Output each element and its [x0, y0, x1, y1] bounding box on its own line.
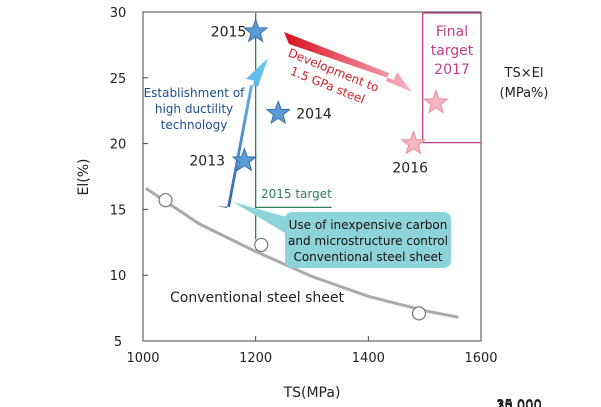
secondary-axis-label: 25,000 [496, 399, 542, 407]
conventional-steel-points [158, 193, 427, 321]
star-label: 2016 [392, 161, 428, 177]
development-arrow [284, 32, 412, 92]
ductility-text-line2: high ductility [155, 102, 233, 116]
x-tick-label: 1400 [352, 351, 385, 366]
secondary-axis-unit: (MPa%) [500, 86, 549, 101]
conventional-point [411, 306, 427, 321]
secondary-axis-label: 35,000 [496, 398, 542, 407]
star-marker [423, 89, 449, 114]
secondary-axis-title: TS×El [504, 66, 544, 81]
target-lines [255, 12, 481, 240]
star-label: 2015 [211, 25, 247, 41]
star-label: 2013 [189, 154, 225, 170]
x-tick-label: 1000 [126, 351, 159, 366]
final-target-line1: Final [436, 24, 468, 40]
star-marker [231, 147, 258, 172]
star-marker [242, 18, 269, 43]
callout-box [285, 212, 451, 268]
ductility-arrow [216, 58, 268, 208]
final-target-line2: target [431, 43, 474, 59]
iso-curve-25000 [87, 403, 538, 405]
star-label: 2014 [296, 106, 332, 122]
secondary-axis-label: 15,000 [496, 400, 542, 407]
iso-curve-35000 [87, 402, 538, 404]
secondary-axis-label: 20,000 [496, 399, 542, 407]
y-tick-label: 10 [110, 269, 127, 284]
target-2015-label: 2015 target [261, 187, 332, 201]
y-axis-ticks: 5 10 15 20 25 30 [110, 6, 148, 350]
x-axis-label: TS(MPa) [283, 385, 341, 401]
x-tick-label: 1600 [464, 351, 497, 366]
y-tick-label: 25 [110, 72, 127, 87]
x-axis-ticks: 1000 1200 1400 1600 [126, 336, 498, 366]
iso-curve-15000 [87, 405, 538, 406]
iso-curves [87, 402, 538, 406]
x-tick-label: 1200 [239, 351, 272, 366]
callout-text-line1: Use of inexpensive carbon [289, 218, 448, 232]
conventional-point [158, 193, 173, 208]
callout-text-line3: Conventional steel sheet [293, 250, 442, 264]
final-target-line3: 2017 [434, 62, 470, 78]
conventional-point [254, 237, 269, 253]
ductility-text-line3: technology [161, 118, 228, 132]
callout-text-line2: and microstructure control [288, 234, 448, 248]
ductility-text-line1: Establishment of [144, 86, 246, 100]
star-marker [265, 99, 291, 125]
y-tick-label: 5 [114, 335, 122, 350]
secondary-axis-label: 30,000 [496, 398, 542, 407]
plot-area-frame [142, 11, 482, 342]
y-axis-label: El(%) [76, 159, 92, 196]
conventional-steel-label: Conventional steel sheet [170, 290, 344, 306]
y-tick-label: 30 [110, 6, 127, 21]
iso-curve-20000 [87, 404, 538, 405]
y-tick-label: 15 [110, 203, 127, 218]
iso-curve-30000 [87, 402, 538, 404]
milestone-stars: 2015 2014 2013 2016 [189, 18, 449, 177]
callout-pointer [233, 202, 290, 236]
star-marker [400, 130, 427, 155]
y-tick-label: 20 [110, 138, 127, 153]
